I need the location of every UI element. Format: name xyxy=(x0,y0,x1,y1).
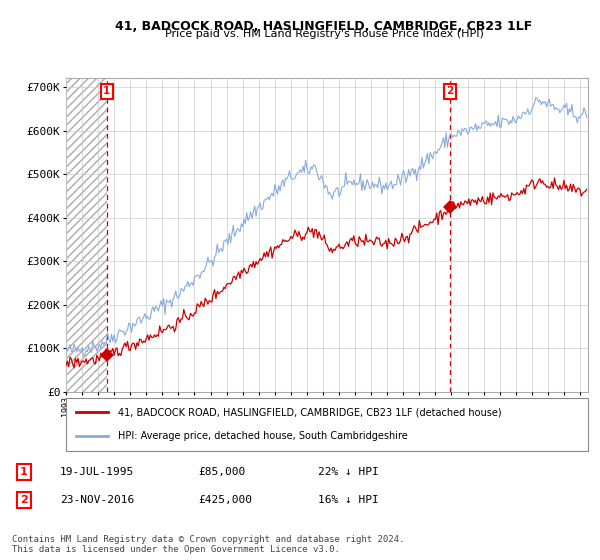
Text: 23-NOV-2016: 23-NOV-2016 xyxy=(60,495,134,505)
Text: 19-JUL-1995: 19-JUL-1995 xyxy=(60,467,134,477)
Text: 41, BADCOCK ROAD, HASLINGFIELD, CAMBRIDGE, CB23 1LF (detached house): 41, BADCOCK ROAD, HASLINGFIELD, CAMBRIDG… xyxy=(118,408,502,418)
Text: Contains HM Land Registry data © Crown copyright and database right 2024.
This d: Contains HM Land Registry data © Crown c… xyxy=(12,534,404,554)
Text: 22% ↓ HPI: 22% ↓ HPI xyxy=(318,467,379,477)
Text: 2: 2 xyxy=(20,495,28,505)
Text: 16% ↓ HPI: 16% ↓ HPI xyxy=(318,495,379,505)
Text: £85,000: £85,000 xyxy=(198,467,245,477)
Text: 1: 1 xyxy=(103,86,110,96)
Text: £425,000: £425,000 xyxy=(198,495,252,505)
Bar xyxy=(66,78,107,392)
Text: HPI: Average price, detached house, South Cambridgeshire: HPI: Average price, detached house, Sout… xyxy=(118,431,408,441)
Text: 2: 2 xyxy=(446,86,454,96)
Text: 41, BADCOCK ROAD, HASLINGFIELD, CAMBRIDGE, CB23 1LF: 41, BADCOCK ROAD, HASLINGFIELD, CAMBRIDG… xyxy=(115,20,533,32)
FancyBboxPatch shape xyxy=(66,398,588,451)
Text: Price paid vs. HM Land Registry's House Price Index (HPI): Price paid vs. HM Land Registry's House … xyxy=(164,29,484,39)
Text: 1: 1 xyxy=(20,467,28,477)
